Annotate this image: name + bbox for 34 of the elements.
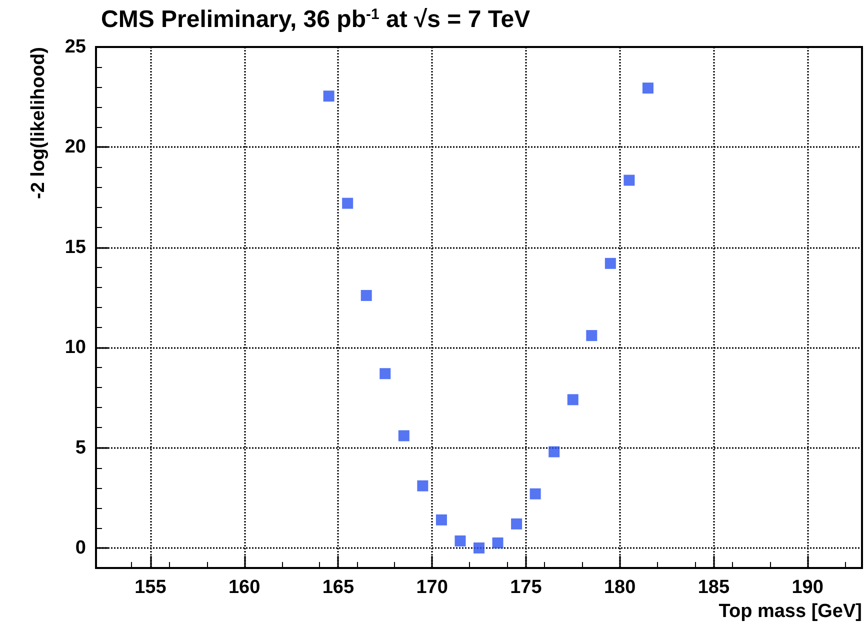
point (417, 480, 428, 492)
y-tick-label: 25 (64, 36, 86, 58)
point (398, 430, 410, 442)
point (474, 542, 484, 554)
point (511, 518, 522, 530)
point (436, 514, 447, 526)
point (530, 488, 541, 500)
point (642, 82, 654, 94)
y-tick-label: 0 (75, 537, 86, 558)
x-tick-label: 165 (322, 577, 354, 598)
x-tick-label: 160 (228, 577, 260, 598)
point (492, 537, 504, 548)
x-tick-label: 190 (792, 577, 824, 598)
x-tick-label: 155 (134, 577, 167, 598)
point (604, 258, 616, 269)
point (342, 198, 354, 209)
point (454, 535, 466, 546)
x-tick-label: 180 (604, 577, 636, 598)
point (548, 446, 560, 458)
point (323, 90, 334, 102)
x-tick-label: 170 (416, 577, 448, 598)
point (360, 290, 372, 301)
x-axis-title: Top mass [GeV] (718, 601, 862, 622)
point (586, 330, 598, 342)
y-tick-label: 5 (75, 437, 86, 458)
y-tick-label: 20 (64, 136, 86, 158)
y-tick-label: 15 (64, 236, 86, 258)
y-tick-label: 10 (64, 337, 86, 358)
point (380, 368, 391, 380)
y-axis-title: -2 log(likelihood) (28, 47, 49, 199)
x-tick-label: 175 (510, 577, 542, 598)
point (567, 394, 578, 406)
point (624, 174, 635, 186)
x-tick-label: 185 (698, 577, 730, 598)
